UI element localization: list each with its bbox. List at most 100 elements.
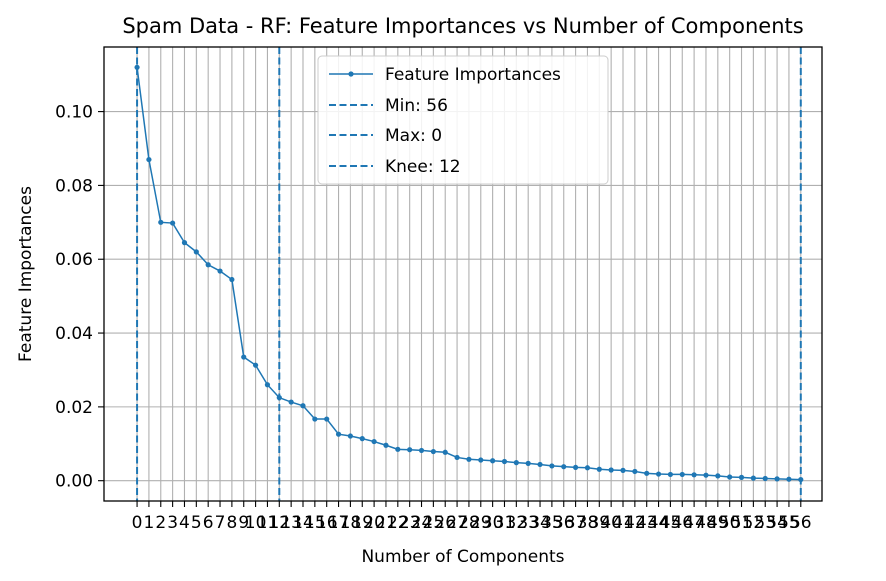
x-tick-label: 33 bbox=[517, 513, 539, 533]
x-tick-label: 22 bbox=[387, 513, 409, 533]
x-tick-label: 24 bbox=[411, 513, 433, 533]
x-tick-label: 48 bbox=[695, 513, 717, 533]
data-point bbox=[205, 262, 211, 268]
legend-marker-feature-importances bbox=[348, 71, 354, 77]
data-point bbox=[407, 447, 413, 453]
data-point bbox=[703, 472, 709, 478]
x-tick-label: 2 bbox=[155, 513, 166, 533]
x-tick-label: 15 bbox=[304, 513, 326, 533]
grid bbox=[104, 47, 822, 501]
data-point bbox=[478, 457, 484, 463]
y-axis-ticks: 0.00 0.02 0.04 0.06 0.08 0.10 bbox=[55, 103, 104, 492]
data-point bbox=[774, 476, 780, 482]
x-tick-label: 25 bbox=[423, 513, 445, 533]
x-tick-label: 40 bbox=[600, 513, 622, 533]
x-tick-label: 37 bbox=[565, 513, 587, 533]
data-point bbox=[276, 395, 282, 401]
chart-title: Spam Data - RF: Feature Importances vs N… bbox=[122, 14, 803, 38]
x-tick-label: 46 bbox=[671, 513, 693, 533]
data-point bbox=[572, 464, 579, 471]
data-point bbox=[537, 461, 543, 468]
x-axis-label: Number of Components bbox=[361, 547, 564, 567]
x-tick-label: 28 bbox=[458, 513, 480, 533]
data-point bbox=[490, 458, 496, 464]
y-tick-label: 0.06 bbox=[55, 250, 93, 270]
data-point bbox=[561, 464, 567, 470]
x-tick-label: 13 bbox=[280, 513, 302, 533]
x-tick-label: 51 bbox=[731, 513, 753, 533]
x-tick-label: 12 bbox=[268, 513, 290, 533]
data-point bbox=[608, 467, 614, 473]
x-tick-label: 38 bbox=[577, 513, 599, 533]
x-tick-label: 53 bbox=[754, 513, 776, 533]
legend-label-max: Max: 0 bbox=[385, 126, 442, 146]
x-tick-label: 26 bbox=[434, 513, 456, 533]
x-tick-label: 45 bbox=[660, 513, 682, 533]
x-tick-label: 29 bbox=[470, 513, 492, 533]
data-point bbox=[324, 416, 330, 422]
data-point bbox=[454, 454, 460, 461]
x-tick-label: 5 bbox=[191, 513, 202, 533]
x-tick-label: 18 bbox=[340, 513, 362, 533]
x-tick-label: 49 bbox=[707, 513, 729, 533]
x-tick-label: 44 bbox=[648, 513, 670, 533]
data-point bbox=[691, 472, 697, 478]
x-tick-label: 32 bbox=[506, 513, 528, 533]
x-tick-label: 4 bbox=[179, 513, 190, 533]
data-point bbox=[252, 362, 259, 368]
x-tick-label: 9 bbox=[238, 513, 249, 533]
x-tick-label: 52 bbox=[743, 513, 765, 533]
data-point bbox=[264, 382, 271, 388]
data-point bbox=[667, 471, 674, 478]
x-tick-label: 10 bbox=[245, 513, 267, 533]
data-point bbox=[383, 442, 389, 448]
x-axis-ticks: 0 1 2 3 4 5 6 7 8 9101112131415161718192021222324… bbox=[132, 501, 812, 533]
data-point bbox=[335, 431, 342, 437]
y-tick-label: 0.10 bbox=[55, 103, 93, 123]
data-point bbox=[644, 470, 650, 476]
x-tick-label: 47 bbox=[683, 513, 705, 533]
data-point bbox=[395, 446, 401, 452]
x-tick-label: 6 bbox=[203, 513, 214, 533]
x-tick-label: 16 bbox=[316, 513, 338, 533]
x-tick-label: 20 bbox=[363, 513, 385, 533]
data-point bbox=[359, 436, 365, 442]
x-tick-label: 21 bbox=[375, 513, 397, 533]
y-axis-label: Feature Importances bbox=[16, 186, 36, 362]
data-point bbox=[418, 447, 425, 454]
data-point bbox=[158, 219, 164, 225]
reference-lines bbox=[136, 47, 802, 501]
data-point bbox=[146, 156, 152, 163]
legend-label-knee: Knee: 12 bbox=[385, 157, 461, 177]
x-tick-label: 11 bbox=[257, 513, 279, 533]
data-point bbox=[288, 399, 294, 405]
legend-box bbox=[317, 55, 609, 185]
x-tick-label: 0 bbox=[132, 513, 143, 533]
data-point bbox=[679, 471, 685, 478]
y-tick-label: 0.04 bbox=[55, 324, 93, 344]
data-point bbox=[632, 468, 638, 475]
legend-label-min: Min: 56 bbox=[385, 96, 448, 116]
plot-frame bbox=[103, 46, 823, 502]
data-point bbox=[442, 449, 448, 455]
series-layer bbox=[134, 64, 804, 483]
data-point bbox=[786, 476, 792, 482]
data-point bbox=[229, 276, 235, 283]
x-tick-label: 41 bbox=[612, 513, 634, 533]
y-tick-label: 0.00 bbox=[55, 472, 93, 492]
data-point bbox=[312, 416, 318, 422]
data-point bbox=[620, 467, 626, 473]
legend: Feature Importances Min: 56 Max: 0 Knee:… bbox=[317, 55, 609, 185]
data-point bbox=[715, 473, 721, 479]
x-tick-label: 55 bbox=[778, 513, 800, 533]
data-point bbox=[549, 463, 555, 469]
x-tick-label: 19 bbox=[351, 513, 373, 533]
legend-label-feature-importances: Feature Importances bbox=[385, 65, 561, 85]
data-point bbox=[134, 64, 140, 70]
data-point bbox=[750, 475, 756, 481]
data-point bbox=[727, 474, 733, 480]
x-tick-label: 23 bbox=[399, 513, 421, 533]
x-tick-label: 8 bbox=[226, 513, 237, 533]
x-tick-label: 14 bbox=[292, 513, 314, 533]
